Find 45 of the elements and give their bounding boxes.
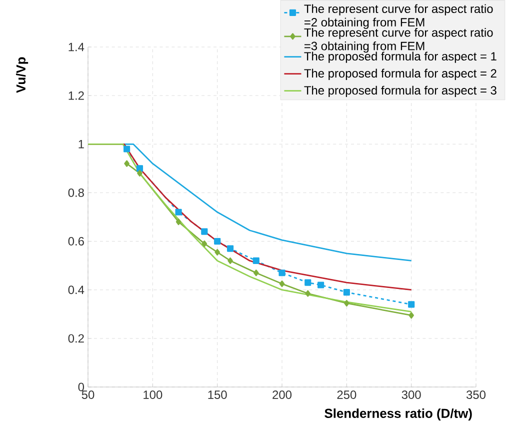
point [176,218,182,226]
point [226,245,234,252]
point [228,257,233,264]
point [252,257,260,264]
point [136,165,144,172]
point [175,208,182,216]
x-tick-label: 250 [337,390,356,399]
point [408,301,415,308]
x-tick-label: 200 [272,390,292,399]
y-tick-label: 1.4 [68,42,84,52]
point [137,170,142,177]
point [279,280,285,288]
y-axis-title: Vu/Vp [16,57,28,93]
x-axis-title: Slenderness ratio (D/tw) [324,408,472,421]
point [214,238,221,245]
legend-label: The represent curve for aspect ratio =2 obtaining from FEM [304,4,493,29]
point [124,146,130,152]
legend-label: The proposed formula for aspect = 2 [304,68,496,80]
point [304,279,312,286]
x-tick-label: 100 [144,390,162,399]
x-tick-label: 150 [208,390,227,399]
y-tick-label: 1 [78,140,84,148]
point [408,312,414,319]
legend-label: The proposed formula for aspect = 1 [304,52,496,63]
point [253,270,259,276]
point [202,240,208,248]
point [343,288,350,296]
point [201,228,208,235]
y-tick-label: 0.8 [68,188,84,197]
x-tick-label: 300 [402,390,421,399]
x-tick-label: 50 [82,390,94,399]
point [124,160,130,167]
y-tick-label: 0.2 [68,334,84,343]
x-tick-label: 350 [466,390,486,399]
y-tick-label: 0.4 [68,286,84,294]
point [318,282,324,288]
point [344,300,350,307]
point [305,290,311,297]
y-tick-label: 1.2 [68,91,84,100]
legend-label: The proposed formula for aspect = 3 [304,86,496,97]
y-tick-label: 0 [78,382,84,392]
y-tick-label: 0.6 [68,237,84,246]
legend-label: The represent curve for aspect ratio =3 obtaining from FEM [304,28,493,53]
point [214,248,220,256]
point [278,270,286,276]
